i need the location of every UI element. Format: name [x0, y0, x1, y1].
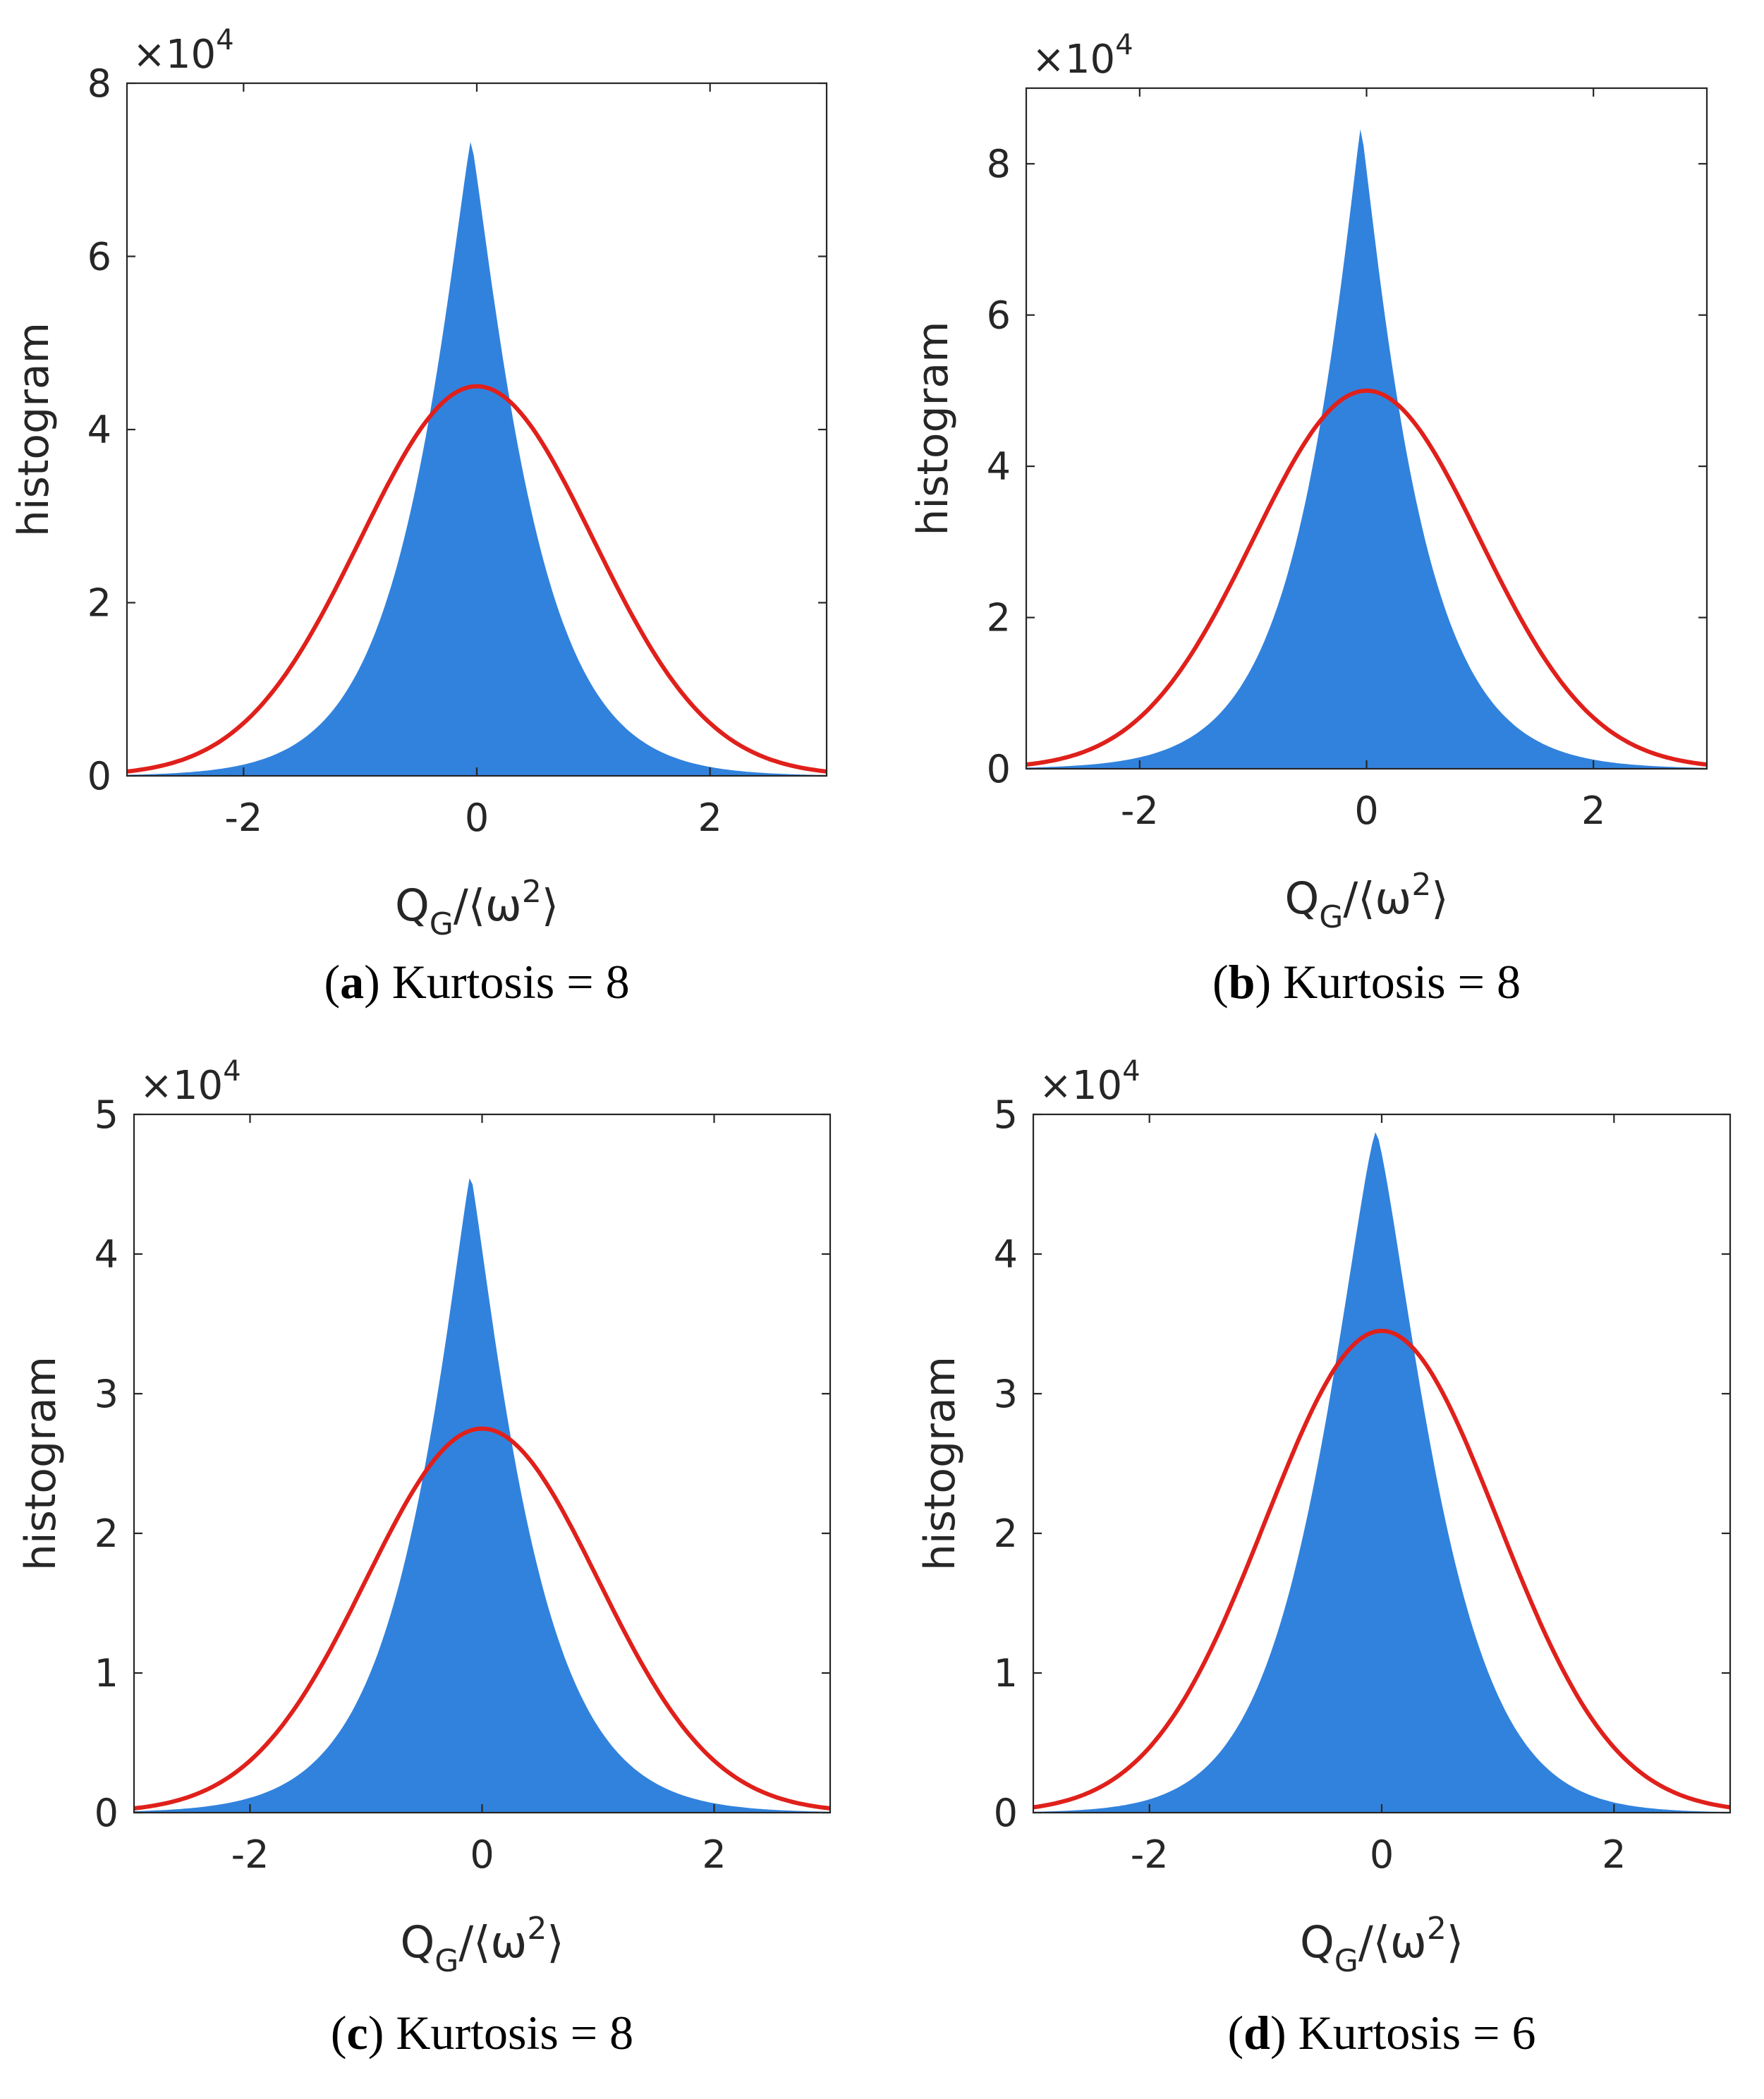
y-axis-multiplier: ×104 — [1039, 1055, 1140, 1109]
x-tick-label: 0 — [1370, 1832, 1394, 1877]
y-tick-label: 5 — [994, 1093, 1018, 1137]
x-tick-label: 2 — [702, 1832, 726, 1877]
y-tick-label: 1 — [95, 1651, 118, 1696]
y-tick-label: 4 — [994, 1232, 1018, 1277]
histogram-area — [1026, 129, 1707, 769]
x-tick-label: 0 — [470, 1832, 494, 1877]
y-tick-label: 2 — [87, 581, 111, 626]
y-tick-label: 1 — [994, 1651, 1018, 1696]
panel-d: -2 0 2 0 1 2 3 4 5 ×104 histogram QG/⟨ω2⟩ (d) Kurtos… — [916, 1055, 1732, 2060]
y-tick-label: 8 — [987, 142, 1011, 186]
y-tick-label: 0 — [95, 1791, 118, 1835]
panel-c: -2 0 2 0 1 2 3 4 5 ×104 histogram QG/⟨ω2⟩ (c) Kurtos… — [16, 1055, 832, 2060]
y-tick-label: 2 — [95, 1511, 118, 1556]
histogram-area — [134, 1178, 830, 1813]
gaussian-fit-line — [1033, 1328, 1731, 1810]
x-tick-label: 2 — [1602, 1832, 1626, 1877]
y-tick-label: 0 — [994, 1791, 1018, 1835]
panel-caption: (c) Kurtosis = 8 — [331, 2006, 633, 2060]
y-tick-label: 5 — [95, 1093, 118, 1137]
panel-b: -2 0 2 0 2 4 6 8 ×104 histogram QG/⟨ω2⟩ (b) Kurtosi… — [908, 29, 1708, 1009]
y-axis-label: histogram — [16, 1356, 66, 1571]
y-axis-label: histogram — [916, 1356, 965, 1571]
gaussian-fit-line — [133, 1426, 831, 1811]
x-axis-label: QG/⟨ω2⟩ — [395, 874, 559, 942]
x-axis-label: QG/⟨ω2⟩ — [1284, 867, 1448, 935]
y-tick-label: 4 — [87, 408, 111, 452]
x-axis-label: QG/⟨ω2⟩ — [1300, 1911, 1464, 1979]
histogram-area — [127, 142, 827, 776]
x-tick-label: 0 — [1354, 789, 1378, 833]
x-tick-label: -2 — [1131, 1832, 1169, 1877]
panel-caption: (d) Kurtosis = 6 — [1228, 2006, 1536, 2060]
y-tick-label: 2 — [987, 596, 1011, 640]
gaussian-fit-line — [126, 384, 827, 774]
gaussian-fit-line — [1026, 388, 1708, 767]
x-tick-label: 2 — [1581, 789, 1605, 833]
y-tick-label: 8 — [87, 61, 111, 106]
y-tick-label: 4 — [987, 444, 1011, 489]
x-tick-label: -2 — [224, 796, 262, 840]
y-axis-label: histogram — [9, 322, 59, 537]
y-tick-label: 0 — [87, 754, 111, 798]
x-axis-label: QG/⟨ω2⟩ — [400, 1911, 564, 1979]
panel-caption: (b) Kurtosis = 8 — [1212, 955, 1521, 1009]
y-axis-multiplier: ×104 — [140, 1055, 241, 1109]
x-tick-label: -2 — [231, 1832, 269, 1877]
histogram-area — [1033, 1132, 1730, 1813]
y-axis-multiplier: ×104 — [1032, 29, 1133, 83]
x-tick-label: 2 — [698, 796, 722, 840]
y-tick-label: 3 — [994, 1372, 1018, 1416]
y-tick-label: 6 — [987, 293, 1011, 338]
panel-a: -2 0 2 0 2 4 6 8 ×104 histogram QG/⟨ω2⟩ (a) Kurtosi… — [9, 24, 828, 1009]
y-axis-label: histogram — [908, 321, 958, 535]
y-tick-label: 0 — [987, 747, 1011, 791]
y-tick-label: 3 — [95, 1372, 118, 1416]
y-tick-label: 2 — [994, 1511, 1018, 1556]
y-axis-multiplier: ×104 — [133, 24, 234, 78]
y-tick-label: 4 — [95, 1232, 118, 1277]
y-tick-label: 6 — [87, 235, 111, 279]
x-tick-label: 0 — [465, 796, 489, 840]
x-tick-label: -2 — [1121, 789, 1159, 833]
panel-caption: (a) Kurtosis = 8 — [324, 955, 629, 1009]
